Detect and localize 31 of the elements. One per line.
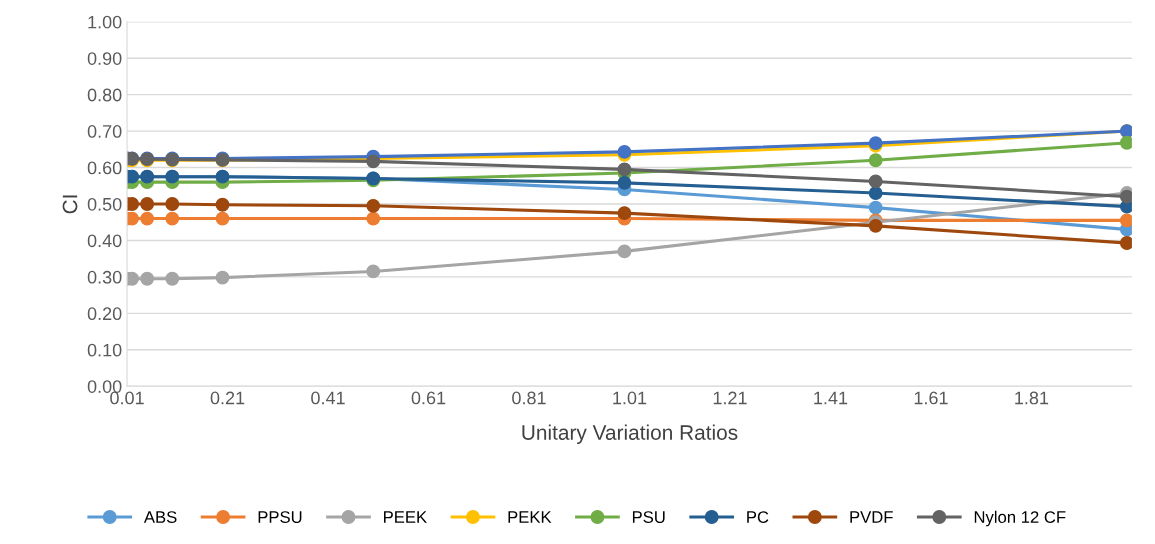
legend-label: PEEK (384, 511, 427, 523)
legend-label: PVDF (850, 511, 893, 523)
legend-label: PEKK (508, 511, 552, 523)
x-tick-label: 1.41 (814, 391, 848, 405)
x-axis-title: Unitary Variation Ratios (522, 424, 738, 445)
x-tick-label: 0.81 (512, 391, 546, 405)
legend-label: PSU (632, 511, 665, 523)
y-tick-label: 0.20 (87, 307, 122, 321)
y-axis-title: CI (62, 195, 78, 214)
y-tick-label: 0.70 (87, 125, 122, 138)
y-tick-label: 0.30 (87, 270, 122, 284)
y-tick-label: 0.90 (87, 52, 122, 65)
y-tick-label: 0.10 (87, 343, 122, 357)
x-tick-label: 0.01 (110, 391, 144, 405)
x-tick-label: 0.61 (411, 391, 446, 405)
legend-label: ABS (143, 511, 177, 523)
y-tick-label: 0.50 (87, 197, 122, 211)
x-tick-label: 1.81 (1015, 391, 1049, 405)
y-tick-label: 0.80 (87, 88, 122, 102)
y-tick-label: 0.40 (87, 234, 122, 248)
legend-label: PPSU (258, 511, 302, 523)
legend-label: PC (747, 511, 769, 523)
legend-label: Nylon 12 CF (974, 510, 1066, 527)
x-tick-label: 1.61 (914, 391, 948, 405)
y-tick-label: 0.60 (87, 161, 122, 175)
x-tick-label: 1.21 (713, 391, 747, 405)
y-tick-label: 0.00 (87, 380, 122, 393)
x-tick-label: 0.41 (311, 391, 345, 405)
x-tick-label: 0.21 (210, 391, 245, 405)
x-tick-label: 1.01 (613, 391, 647, 405)
y-tick-label: 1.00 (88, 15, 122, 29)
